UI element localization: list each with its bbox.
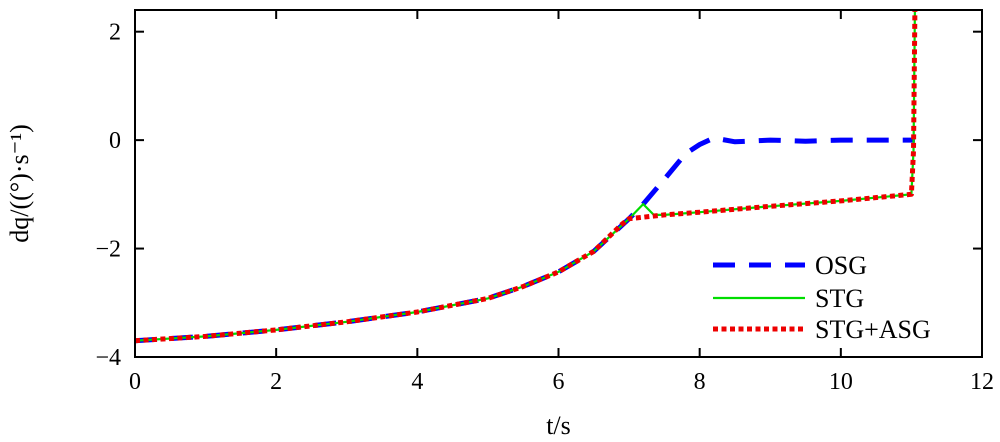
y-axis-label: dq/((°)·s⁻¹) [5,124,34,243]
series-line-stg-asg [134,9,918,344]
x-tick-label: 2 [270,369,282,395]
x-tick-label: 6 [553,369,565,395]
x-axis-label: t/s [546,411,571,440]
x-tick-label: 10 [829,369,853,395]
ticks: 0 2 4 6 8 10 12 −4 −2 0 2 [95,10,994,395]
x-tick-label: 0 [129,369,141,395]
y-tick-label: −2 [95,237,121,263]
plot-lines [134,9,918,344]
y-tick-label: −4 [95,345,121,371]
legend-label: OSG [815,251,867,280]
x-tick-label: 4 [411,369,423,395]
legend-label: STG+ASG [815,315,931,344]
y-axis-label-text: dq/((°)·s⁻¹) [5,124,34,243]
x-tick-label: 8 [694,369,706,395]
x-axis-label-text: t/s [546,411,571,440]
x-tick-label: 12 [970,369,994,395]
y-tick-label: 2 [109,20,121,46]
y-tick-label: 0 [109,128,121,154]
legend-label: STG [815,284,864,313]
series-line-stg [134,9,916,342]
series-line-osg [134,135,915,344]
